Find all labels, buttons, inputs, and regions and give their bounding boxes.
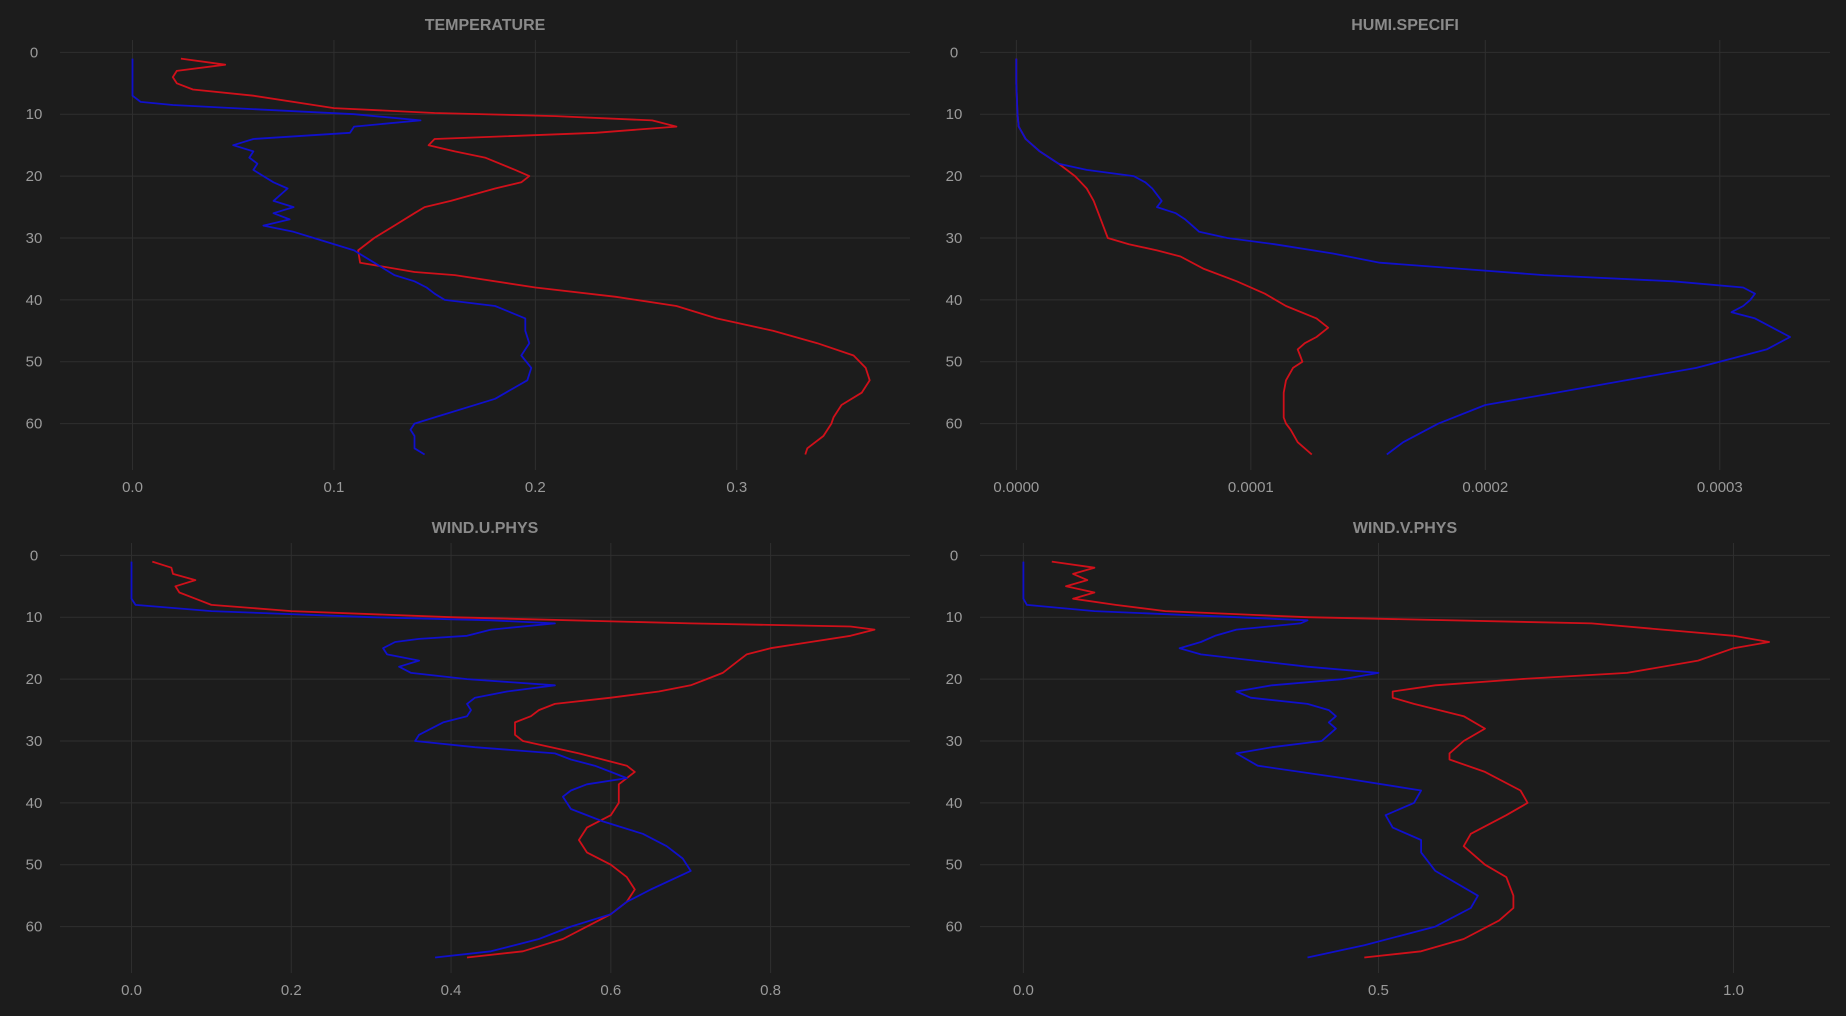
series-line-1 <box>171 57 871 455</box>
y-tick-label: 10 <box>26 106 43 123</box>
x-tick-label: 0.5 <box>1368 982 1389 999</box>
chart-panel-3: WIND.U.PHYS 0 10 20 30 40 50 60 0.0 0.2 0.4 0.6 0.8 <box>26 520 910 999</box>
chart-title: WIND.U.PHYS <box>432 520 539 537</box>
y-tick-label: 0 <box>950 547 958 564</box>
series-line-2 <box>130 561 692 959</box>
x-tick-label: 0.6 <box>600 982 621 999</box>
x-tick-label: 0.0002 <box>1462 479 1508 496</box>
y-tick-label: 60 <box>946 416 963 433</box>
y-tick-label: 40 <box>946 292 963 309</box>
x-tick-label: 0.3 <box>726 479 747 496</box>
chart-title: HUMI.SPECIFI <box>1351 17 1459 34</box>
chart-panel-4: WIND.V.PHYS 0 10 20 30 40 50 60 0.0 0.5 1.0 <box>946 520 1830 999</box>
series-line-2 <box>131 58 533 456</box>
y-tick-label: 0 <box>30 44 38 61</box>
y-tick-label: 50 <box>946 354 963 371</box>
x-tick-label: 0.0003 <box>1697 479 1743 496</box>
y-tick-label: 40 <box>26 795 43 812</box>
y-tick-label: 60 <box>946 919 963 936</box>
series-line-2 <box>1022 561 1479 959</box>
x-tick-label: 0.0001 <box>1228 479 1274 496</box>
y-tick-label: 30 <box>26 733 43 750</box>
chart-panel-1: TEMPERATURE 0 10 20 30 40 50 60 0.0 0.1 0.2 0.3 <box>26 17 910 496</box>
x-tick-label: 0.0 <box>121 982 142 999</box>
y-tick-label: 20 <box>26 671 43 688</box>
plot-area <box>60 40 910 470</box>
y-tick-label: 60 <box>26 416 43 433</box>
y-tick-label: 50 <box>26 354 43 371</box>
x-tick-label: 0.0 <box>1013 982 1034 999</box>
x-tick-label: 0.0 <box>122 479 143 496</box>
chart-title: TEMPERATURE <box>425 17 546 34</box>
x-tick-label: 0.2 <box>281 982 302 999</box>
plot-area <box>60 543 910 973</box>
y-tick-label: 60 <box>26 919 43 936</box>
y-tick-label: 50 <box>946 857 963 874</box>
series-line-2 <box>1015 58 1791 456</box>
plot-area <box>980 40 1830 470</box>
y-tick-label: 50 <box>26 857 43 874</box>
y-tick-label: 10 <box>946 106 963 123</box>
y-tick-label: 30 <box>946 230 963 247</box>
y-tick-label: 20 <box>26 168 43 185</box>
x-tick-label: 1.0 <box>1723 982 1744 999</box>
y-tick-label: 0 <box>30 547 38 564</box>
y-tick-label: 40 <box>26 292 43 309</box>
x-tick-label: 0.1 <box>324 479 345 496</box>
y-tick-label: 20 <box>946 168 963 185</box>
x-tick-label: 0.2 <box>525 479 546 496</box>
series-line-1 <box>1051 560 1770 959</box>
x-tick-label: 0.4 <box>441 982 462 999</box>
y-tick-label: 10 <box>946 609 963 626</box>
y-tick-label: 30 <box>946 733 963 750</box>
y-tick-label: 0 <box>950 44 958 61</box>
series-line-1 <box>152 560 876 959</box>
chart-title: WIND.V.PHYS <box>1353 520 1458 537</box>
chart-panel-2: HUMI.SPECIFI 0 10 20 30 40 50 60 0.0000 0.0001 0.0… <box>946 17 1830 496</box>
y-tick-label: 20 <box>946 671 963 688</box>
plot-area <box>980 543 1830 973</box>
y-tick-label: 10 <box>26 609 43 626</box>
x-tick-label: 0.0000 <box>993 479 1039 496</box>
y-tick-label: 30 <box>26 230 43 247</box>
y-tick-label: 40 <box>946 795 963 812</box>
x-tick-label: 0.8 <box>760 982 781 999</box>
